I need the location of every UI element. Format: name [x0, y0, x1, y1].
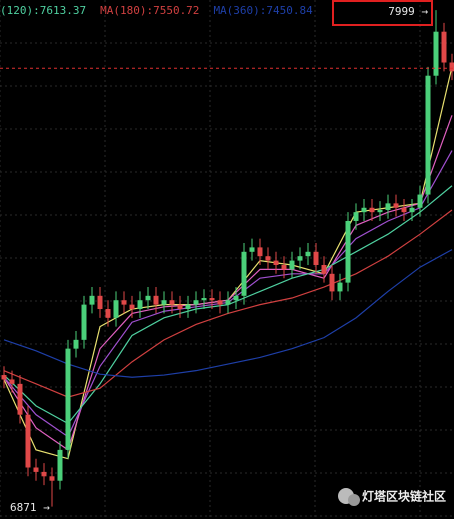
candle-body: [401, 207, 407, 213]
candle-body: [225, 300, 231, 305]
candle-body: [249, 247, 255, 252]
candle-body: [441, 31, 447, 63]
candle-body: [257, 247, 263, 257]
candle-body: [369, 207, 375, 213]
candle-body: [73, 339, 79, 349]
candle-body: [129, 304, 135, 310]
candle-body: [1, 375, 7, 380]
candle-body: [9, 379, 15, 384]
candle-body: [233, 295, 239, 301]
max-annotation: 7999 →: [388, 5, 428, 18]
candle-body: [433, 31, 439, 76]
legend-entry: (120):7613.37: [0, 4, 86, 17]
candle-body: [241, 251, 247, 296]
candle-body: [321, 265, 327, 274]
candle-body: [177, 304, 183, 310]
candle-body: [297, 256, 303, 261]
legend-entry: MA(180):7550.72: [100, 4, 199, 17]
candle-body: [153, 295, 159, 305]
candle-body: [265, 256, 271, 261]
candle-body: [345, 220, 351, 283]
candle-body: [217, 300, 223, 305]
candle-body: [49, 476, 55, 481]
candle-body: [97, 295, 103, 310]
candle-body: [81, 304, 87, 340]
candle-body: [89, 295, 95, 305]
candle-body: [201, 298, 207, 301]
candle-body: [329, 273, 335, 292]
candle-body: [145, 295, 151, 301]
candle-body: [281, 265, 287, 270]
candle-body: [353, 212, 359, 221]
candle-body: [209, 298, 215, 301]
candle-body: [185, 304, 191, 310]
candle-body: [337, 282, 343, 292]
candle-body: [377, 209, 383, 213]
ma-line: [3, 249, 453, 378]
candle-body: [33, 467, 39, 472]
candle-body: [361, 207, 367, 213]
candle-body: [121, 300, 127, 305]
candle-body: [17, 383, 23, 415]
candle-body: [41, 471, 47, 477]
min-annotation: 6871 →: [10, 501, 50, 514]
watermark-icon: [348, 494, 360, 506]
candle-body: [193, 300, 199, 305]
candle-body: [65, 348, 71, 450]
candle-body: [393, 203, 399, 208]
candle-body: [313, 251, 319, 266]
ma-line: [3, 209, 453, 398]
legend-entry: MA(360):7450.84: [213, 4, 313, 17]
candle-body: [25, 414, 31, 468]
candle-body: [113, 300, 119, 318]
candle-body: [417, 194, 423, 208]
candle-body: [449, 62, 454, 72]
candle-body: [409, 207, 415, 213]
candle-body: [161, 300, 167, 305]
candle-body: [105, 309, 111, 318]
candle-body: [273, 260, 279, 266]
watermark: 灯塔区块链社区: [338, 488, 446, 506]
highlight-box: [332, 0, 433, 26]
candle-body: [385, 203, 391, 210]
candle-body: [57, 449, 63, 481]
candle-body: [137, 300, 143, 310]
candle-body: [425, 75, 431, 195]
candle-body: [169, 300, 175, 305]
candle-body: [305, 251, 311, 257]
candle-body: [289, 260, 295, 270]
watermark-text: 灯塔区块链社区: [362, 489, 446, 504]
